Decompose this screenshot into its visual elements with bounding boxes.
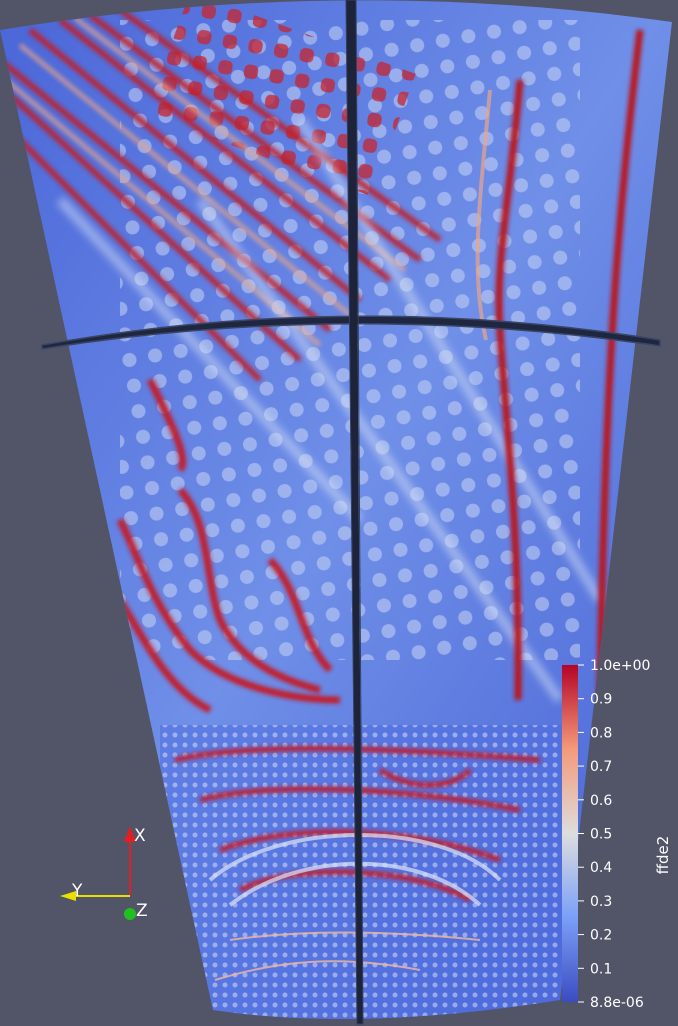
orientation-axes: X Y Z (60, 826, 148, 921)
z-axis-label: Z (136, 901, 148, 921)
scalar-bar-tick-label: 0.8 (590, 725, 612, 741)
scalar-bar-tick-label: 0.3 (590, 894, 612, 910)
scalar-bar-tick-label: 0.5 (590, 827, 612, 843)
scalar-bar-tick-label: 0.4 (590, 860, 612, 876)
y-axis-label: Y (71, 881, 83, 901)
vertical-slice-plane (345, 0, 364, 1025)
scalar-bar-tick-label: 0.6 (590, 793, 612, 809)
x-axis-arrow (124, 826, 136, 842)
field-pattern (0, 0, 644, 1019)
scalar-bar-tick-label: 0.7 (590, 759, 612, 775)
horizontal-slice-plane (41, 315, 661, 350)
x-axis-label: X (134, 826, 146, 846)
y-axis-arrow (60, 891, 76, 901)
scalar-bar-title: ffde2 (654, 836, 672, 875)
scalar-bar-tick-label: 0.1 (590, 961, 612, 977)
scalar-bar-tick-label: 0.9 (590, 692, 612, 708)
scalar-bar-gradient (562, 665, 578, 1002)
scalar-bar-tick-label: 0.2 (590, 928, 612, 944)
scalar-bar-tick-label: 8.8e-06 (590, 995, 644, 1011)
z-axis-dot (124, 908, 136, 920)
scalar-bar-ticks: 1.0e+00 0.9 0.8 0.7 0.6 0.5 0.4 0.3 0.2 0.1 8.8e-0… (578, 658, 650, 1011)
scalar-bar: 1.0e+00 0.9 0.8 0.7 0.6 0.5 0.4 0.3 0.2 0.1 8.8e-0… (562, 658, 672, 1011)
scalar-bar-tick-label: 1.0e+00 (590, 658, 650, 674)
